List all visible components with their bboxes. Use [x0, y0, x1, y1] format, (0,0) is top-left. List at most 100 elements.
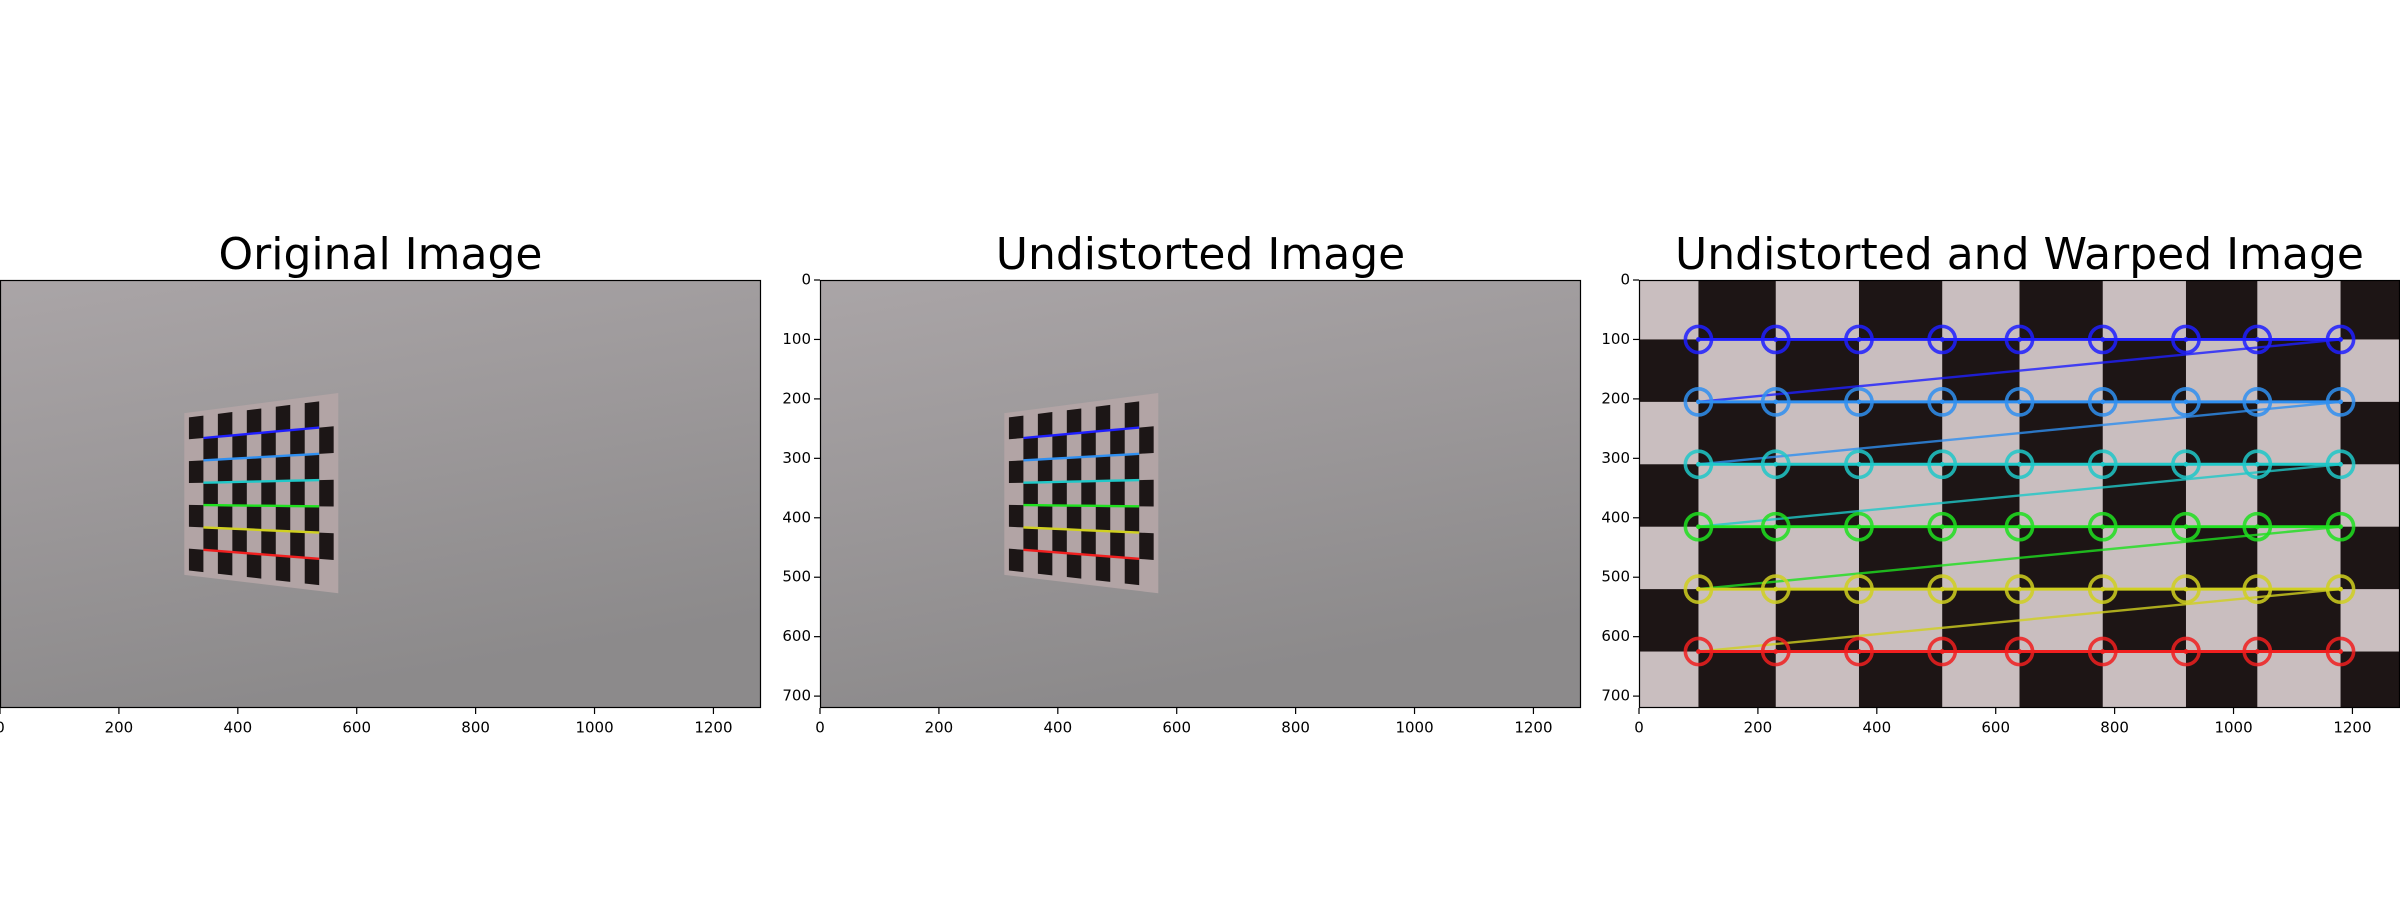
image	[1639, 280, 2400, 708]
board-square	[261, 530, 276, 556]
corner-dot	[2254, 586, 2260, 592]
board-square	[1639, 589, 1699, 652]
corner-dot	[1696, 524, 1701, 530]
x-tick-label: 400	[223, 719, 252, 737]
corner	[2171, 324, 2201, 355]
corner-dot	[2254, 524, 2260, 530]
corner-link	[1698, 338, 2341, 404]
board-square	[1110, 428, 1125, 456]
board-square	[1139, 479, 1154, 507]
board-square	[290, 428, 305, 456]
corner-dot	[2017, 524, 2022, 530]
corner-dot	[2338, 461, 2343, 467]
corner	[2004, 324, 2035, 355]
board-square	[1858, 401, 1943, 465]
corner-dot	[2183, 649, 2189, 654]
corner	[1760, 636, 1791, 667]
x-tick-label: 1200	[2333, 719, 2371, 737]
corner	[1927, 574, 1958, 604]
corner-dot	[2100, 399, 2106, 405]
board-square	[304, 557, 320, 586]
board-square	[1023, 482, 1038, 506]
board-square	[1095, 555, 1111, 582]
corner-dot	[1856, 461, 1862, 467]
corner-dot	[1696, 586, 1701, 592]
image-panel	[820, 280, 1581, 708]
board-square	[1081, 431, 1096, 458]
y-tick-label: 100	[782, 330, 811, 348]
board-square	[246, 505, 262, 531]
corner	[1844, 511, 1874, 542]
corner-dot	[1696, 399, 1701, 405]
board-square	[217, 412, 233, 437]
corner-dot	[1773, 649, 1779, 654]
y-tick-label: 0	[1620, 271, 1630, 289]
corner	[2242, 387, 2273, 417]
corner	[2171, 574, 2201, 604]
board-square	[1066, 505, 1082, 531]
board-square	[2102, 589, 2186, 652]
image	[820, 280, 1581, 708]
board-square	[1081, 530, 1096, 556]
corner	[2242, 574, 2273, 604]
board-square	[232, 434, 247, 459]
corner-dot	[2100, 524, 2106, 530]
corner	[2087, 636, 2118, 667]
y-tick-label: 500	[1601, 568, 1630, 586]
corner	[2242, 636, 2273, 667]
corner	[1760, 387, 1791, 417]
board-square	[1066, 457, 1082, 482]
corner-dot	[2183, 399, 2189, 405]
corner	[2325, 324, 2356, 355]
corner	[1927, 636, 1958, 667]
board-square	[1942, 339, 2020, 402]
wall	[820, 280, 1581, 708]
board-square	[2019, 401, 2103, 465]
x-tick-label: 400	[1043, 719, 1072, 737]
corner	[2087, 511, 2118, 542]
y-tick-label: 400	[1601, 508, 1630, 526]
corner-link	[1698, 400, 2341, 466]
title: Undistorted Image	[996, 229, 1405, 280]
board-square	[2102, 464, 2186, 527]
board-square	[2185, 651, 2258, 708]
corner	[1683, 449, 1714, 480]
corner-line	[203, 526, 320, 534]
board-square	[319, 479, 334, 507]
corner	[2004, 574, 2035, 604]
corner-dot	[1856, 337, 1862, 342]
image-panel	[1639, 280, 2400, 708]
board-square	[203, 482, 218, 506]
corner-line	[1023, 426, 1140, 440]
board-square	[1139, 532, 1154, 560]
board-square	[232, 528, 247, 554]
board-square	[304, 506, 320, 533]
corner-dot	[1696, 649, 1701, 654]
board-square	[1698, 651, 1776, 708]
corner-dot	[2183, 337, 2189, 342]
corner	[1683, 324, 1714, 355]
y-tick-label: 300	[1601, 449, 1630, 467]
board-square	[203, 436, 218, 461]
x-tick-label: 200	[1744, 719, 1773, 737]
corner	[1844, 574, 1874, 604]
corner	[1760, 511, 1791, 542]
x-tick-label: 600	[1981, 719, 2010, 737]
corner-dot	[2254, 649, 2260, 654]
corner-link	[1698, 587, 2341, 653]
image-panel	[0, 280, 761, 708]
y-tick-label: 100	[1601, 330, 1630, 348]
board-square	[1037, 550, 1053, 576]
corner	[1844, 387, 1874, 417]
board-square	[2257, 464, 2341, 527]
wall	[0, 280, 761, 708]
corner-dot	[2254, 337, 2260, 342]
board-square	[1095, 505, 1111, 532]
y-tick-label: 200	[1601, 389, 1630, 407]
corner-dot	[2100, 586, 2106, 592]
title: Original Image	[219, 229, 543, 280]
corner	[1927, 449, 1958, 480]
corner	[2087, 449, 2118, 480]
image	[0, 280, 761, 708]
